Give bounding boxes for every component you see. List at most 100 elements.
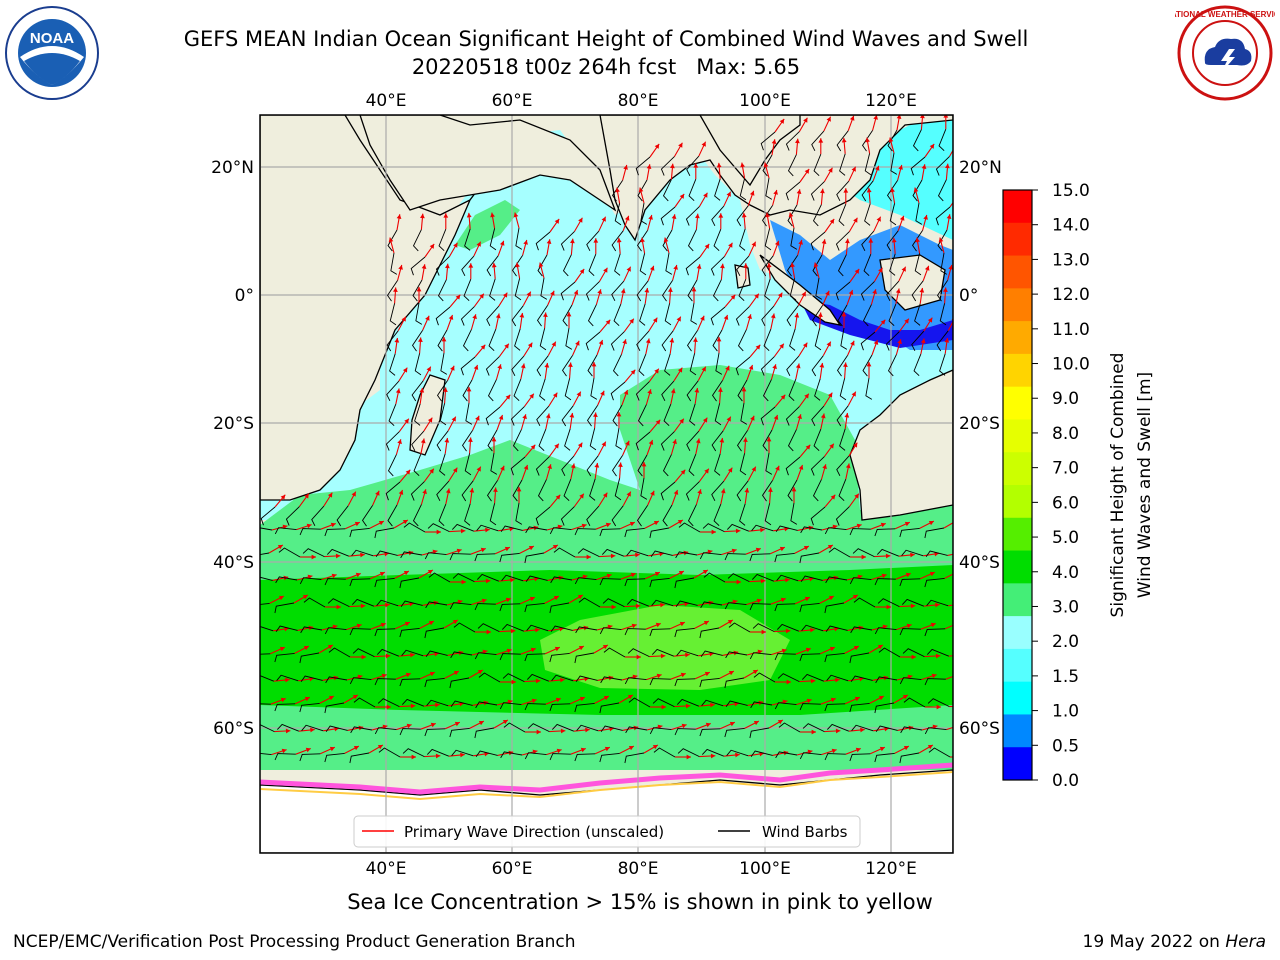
wave-direction-arrowhead <box>491 262 497 268</box>
wind-barb <box>499 702 522 710</box>
wind-barb <box>526 673 549 682</box>
wave-direction-arrow <box>945 675 953 680</box>
wave-direction-arrowhead <box>710 702 715 708</box>
wind-barb <box>614 478 622 501</box>
wind-barb <box>412 279 423 302</box>
wind-barb <box>602 598 625 608</box>
wave-direction-arrowhead <box>579 696 585 702</box>
wave-direction-arrowhead <box>573 289 579 295</box>
wind-barb <box>260 703 271 705</box>
wave-direction-arrowhead <box>491 437 497 442</box>
wind-barb <box>886 180 898 202</box>
wind-barb <box>853 597 876 608</box>
wave-direction-arrowhead <box>453 670 459 676</box>
wind-barb <box>849 577 872 585</box>
wind-barb <box>590 377 598 400</box>
wave-direction-arrow <box>943 522 953 529</box>
wind-barb <box>927 698 950 708</box>
wave-direction-arrowhead <box>796 189 802 194</box>
wave-direction-arrowhead <box>828 595 834 601</box>
wind-barb <box>774 702 797 710</box>
wave-direction-arrowhead <box>897 339 902 345</box>
wave-direction-arrowhead <box>927 317 933 323</box>
wind-barb <box>839 378 847 401</box>
wind-barb <box>485 406 501 426</box>
wind-barb <box>402 748 425 758</box>
wind-barb <box>877 598 900 608</box>
wind-barb <box>874 627 897 635</box>
wave-direction-arrowhead <box>955 622 960 626</box>
wave-direction-arrowhead <box>631 623 637 629</box>
wave-direction-arrowhead <box>780 597 786 603</box>
wind-barb <box>762 429 773 452</box>
wind-barb <box>686 155 700 177</box>
wave-direction-arrowhead <box>505 394 511 400</box>
wave-direction-arrowhead <box>441 337 447 342</box>
wave-direction-arrowhead <box>702 570 708 575</box>
wave-direction-arrowhead <box>329 746 335 752</box>
wave-direction-arrowhead <box>755 344 761 350</box>
wave-direction-arrowhead <box>650 490 655 496</box>
wave-direction-arrowhead <box>810 627 815 633</box>
wave-direction-arrowhead <box>443 213 449 218</box>
wind-barb <box>260 552 270 556</box>
wave-direction-arrowhead <box>427 570 433 575</box>
wind-barb <box>777 673 800 683</box>
wave-direction-arrowhead <box>468 437 473 442</box>
wind-barb <box>763 329 772 352</box>
wave-direction-arrowhead <box>953 143 957 148</box>
wave-direction-arrowhead <box>905 572 911 578</box>
wave-direction-arrowhead <box>646 164 652 169</box>
colorbar-segment <box>1003 222 1032 257</box>
wave-direction-arrowhead <box>640 237 645 243</box>
wave-direction-arrowhead <box>454 721 460 727</box>
wave-direction-arrowhead <box>891 237 897 243</box>
wave-direction-arrowhead <box>538 262 544 268</box>
wind-barb <box>512 429 522 452</box>
wind-barb <box>813 154 822 177</box>
wave-direction-arrowhead <box>777 292 783 298</box>
wind-barb <box>861 130 873 152</box>
wind-barb <box>475 701 498 709</box>
wave-direction-arrowhead <box>580 747 586 753</box>
wave-direction-arrowhead <box>624 215 630 221</box>
date-stamp-host: Hera <box>1225 932 1266 952</box>
wave-direction-arrowhead <box>404 418 409 424</box>
wind-barb <box>785 456 801 476</box>
colorbar-tick-label: 13.0 <box>1052 250 1090 270</box>
wave-direction-arrowhead <box>902 695 908 700</box>
wind-barb <box>727 573 750 583</box>
wind-barb <box>374 577 395 588</box>
wind-barb <box>461 430 473 452</box>
wind-barb <box>274 703 296 712</box>
wind-barb <box>451 523 474 532</box>
wind-barb <box>436 480 450 502</box>
wind-barb <box>940 252 948 275</box>
wind-barb <box>674 728 696 736</box>
wind-barb <box>489 503 497 526</box>
southern-ocean-peak <box>540 605 790 690</box>
wave-direction-arrowhead <box>485 527 490 533</box>
wind-barb <box>536 305 548 327</box>
wind-barb <box>889 203 897 226</box>
wind-barb <box>662 454 672 477</box>
wind-barb <box>274 652 295 663</box>
wave-direction-arrowhead <box>550 290 555 296</box>
wind-barb <box>736 480 749 502</box>
wave-direction-arrowhead <box>472 314 477 320</box>
wind-barb <box>749 652 772 660</box>
wave-direction-arrowhead <box>493 487 498 492</box>
wind-barb <box>924 628 946 637</box>
wave-direction-arrowhead <box>502 720 508 725</box>
wind-barb <box>685 256 701 276</box>
wind-barb <box>411 430 425 452</box>
wave-direction-arrowhead <box>852 595 858 600</box>
wind-barb <box>540 277 548 300</box>
wave-direction-arrowhead <box>685 652 690 658</box>
wave-direction-arrowhead <box>943 287 948 292</box>
lat-tick-left-0: 0° <box>235 286 254 306</box>
wave-direction-arrowhead <box>401 316 406 322</box>
wave-direction-arrowhead <box>627 695 633 700</box>
wave-direction-arrowhead <box>873 339 879 345</box>
